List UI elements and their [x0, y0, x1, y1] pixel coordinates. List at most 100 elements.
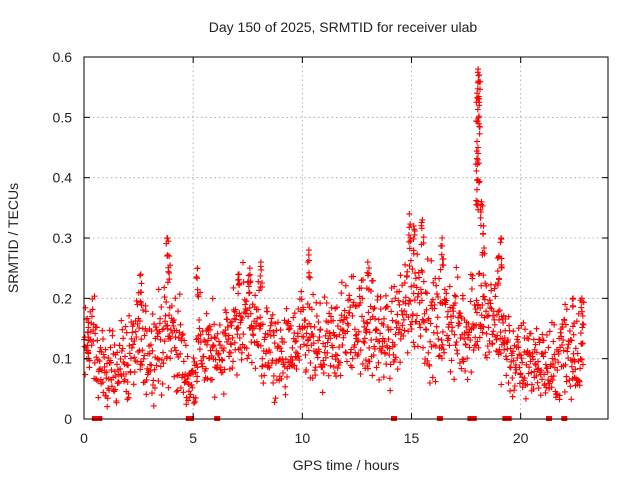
data-point	[416, 274, 423, 281]
data-point	[278, 348, 285, 355]
data-point	[107, 344, 114, 351]
data-point	[317, 300, 324, 307]
data-point	[113, 399, 120, 406]
data-point	[539, 376, 545, 383]
data-point	[275, 319, 281, 326]
data-point	[377, 330, 384, 337]
data-point	[417, 333, 424, 340]
data-point	[162, 312, 169, 319]
data-point	[462, 368, 469, 374]
data-point	[293, 337, 300, 344]
data-point	[470, 347, 477, 354]
data-point	[483, 330, 490, 337]
data-point	[197, 331, 204, 338]
data-point	[102, 346, 109, 353]
data-point	[170, 322, 177, 329]
data-point	[246, 304, 253, 311]
data-point	[549, 355, 556, 362]
data-point	[485, 324, 492, 331]
data-point	[498, 264, 505, 271]
data-point	[468, 286, 475, 292]
data-point	[433, 282, 440, 289]
data-point	[193, 273, 200, 280]
data-point	[473, 197, 480, 204]
data-point	[106, 327, 113, 334]
data-point	[451, 292, 458, 299]
data-point	[164, 279, 171, 286]
data-point	[575, 310, 582, 317]
data-point	[435, 294, 442, 300]
data-point	[578, 295, 585, 302]
data-point	[436, 275, 443, 282]
data-point	[447, 304, 454, 311]
data-point	[421, 310, 428, 317]
data-point	[292, 338, 299, 345]
data-point	[261, 334, 268, 341]
data-point	[486, 349, 493, 356]
data-point	[252, 292, 259, 299]
data-point	[196, 317, 203, 323]
data-point	[555, 350, 562, 357]
data-point	[122, 323, 129, 330]
data-point	[377, 293, 384, 300]
data-point	[151, 385, 158, 392]
data-point	[255, 306, 262, 313]
data-point	[324, 339, 331, 346]
data-point	[355, 351, 362, 358]
data-point	[550, 360, 557, 367]
data-point	[308, 306, 315, 313]
data-point	[486, 338, 493, 344]
data-point	[186, 388, 192, 395]
data-point	[301, 324, 308, 331]
data-point	[209, 295, 216, 302]
data-point	[428, 257, 435, 264]
data-point	[310, 291, 317, 298]
data-point	[568, 396, 575, 403]
data-point	[168, 303, 175, 309]
data-point	[505, 337, 511, 344]
data-point	[84, 329, 91, 336]
data-point	[370, 277, 376, 284]
data-point	[346, 296, 353, 303]
data-point	[399, 322, 406, 329]
data-point	[391, 356, 398, 363]
data-point	[407, 235, 414, 241]
data-point	[505, 379, 512, 386]
data-point	[547, 378, 554, 385]
x-tick-labels: 0 5 10 15 20	[80, 430, 529, 446]
data-point	[99, 327, 106, 334]
data-point	[177, 350, 184, 357]
data-point	[306, 257, 312, 264]
data-point	[357, 347, 364, 354]
data-point	[577, 356, 584, 362]
data-point	[528, 381, 535, 388]
data-point	[277, 345, 284, 352]
data-point	[244, 355, 251, 362]
data-point	[561, 388, 568, 395]
data-point	[562, 361, 569, 368]
data-point	[497, 329, 504, 335]
data-point	[429, 374, 436, 381]
data-point	[405, 328, 412, 335]
data-point	[259, 362, 266, 369]
data-point	[579, 308, 585, 315]
data-point	[158, 392, 165, 399]
data-point	[271, 399, 278, 406]
data-point	[395, 320, 402, 327]
data-point	[500, 319, 507, 326]
data-point	[409, 266, 416, 273]
data-point	[498, 235, 504, 241]
data-point	[140, 307, 146, 314]
data-point	[267, 349, 274, 356]
data-point	[330, 329, 337, 336]
data-point	[366, 329, 373, 336]
data-point	[550, 373, 557, 380]
data-point	[270, 379, 277, 386]
data-point	[529, 350, 536, 357]
data-point	[160, 349, 166, 356]
data-point	[88, 342, 95, 349]
data-point	[419, 316, 426, 323]
data-point	[495, 308, 502, 315]
data-point	[406, 245, 413, 252]
data-point	[180, 358, 187, 365]
